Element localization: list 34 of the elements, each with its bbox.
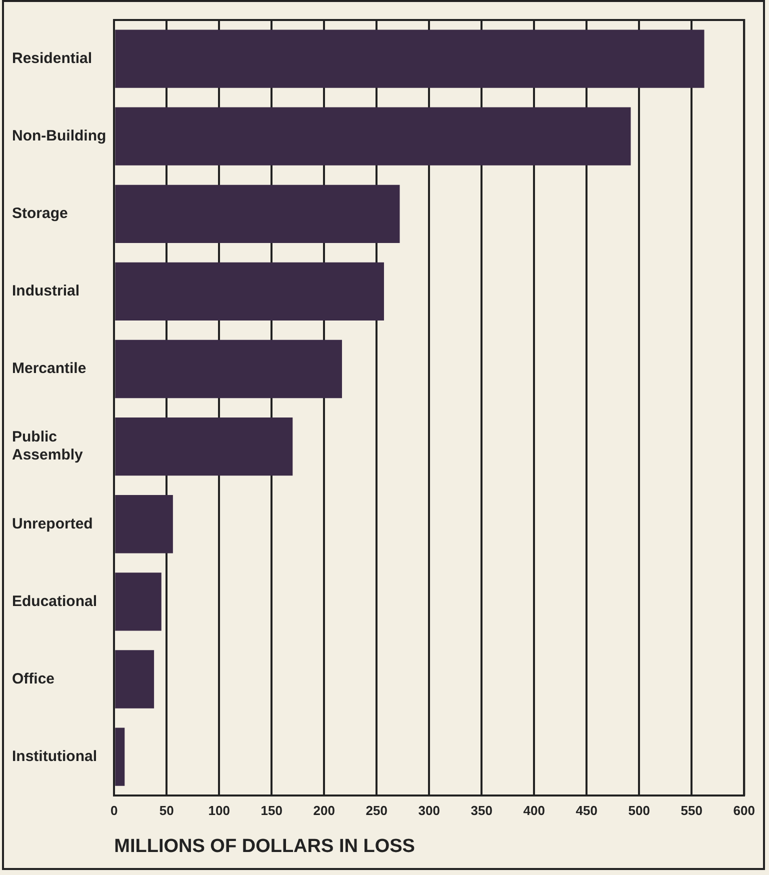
x-tick-label: 600 bbox=[733, 802, 756, 818]
bar bbox=[115, 728, 125, 786]
bar bbox=[115, 340, 342, 398]
y-tick-label: Unreported bbox=[12, 515, 93, 532]
x-tick-label: 350 bbox=[470, 802, 492, 818]
y-tick-label: Non-Building bbox=[12, 127, 106, 144]
bar bbox=[115, 30, 704, 88]
x-tick-label: 150 bbox=[260, 802, 282, 818]
bar bbox=[115, 184, 400, 243]
x-tick-label: 200 bbox=[313, 802, 335, 818]
x-tick-label: 250 bbox=[366, 802, 388, 818]
x-tick-label: 0 bbox=[110, 802, 118, 818]
x-tick-label: 50 bbox=[159, 802, 174, 818]
bar bbox=[115, 650, 154, 708]
y-tick-label: Storage bbox=[12, 205, 68, 222]
bar bbox=[115, 417, 293, 476]
x-tick-label: 450 bbox=[576, 802, 598, 818]
y-tick-label: Mercantile bbox=[12, 360, 86, 378]
x-tick-label: 400 bbox=[523, 802, 545, 818]
y-tick-label: Residential bbox=[12, 50, 92, 67]
x-tick-label: 100 bbox=[208, 802, 230, 818]
y-tick-label: Educational bbox=[12, 592, 98, 610]
bar bbox=[115, 495, 173, 554]
x-tick-label: 300 bbox=[418, 802, 440, 818]
y-tick-label: Office bbox=[12, 670, 55, 688]
x-tick-label: 550 bbox=[680, 802, 703, 818]
bar bbox=[115, 107, 631, 166]
bar bbox=[115, 572, 162, 631]
y-tick-label: Public Assembly bbox=[12, 428, 84, 464]
y-tick-label: Institutional bbox=[12, 748, 97, 765]
x-tick-label: 500 bbox=[628, 802, 650, 818]
bar bbox=[115, 262, 384, 321]
y-tick-label: Industrial bbox=[12, 282, 80, 300]
x-axis-title: MILLIONS OF DOLLARS IN LOSS bbox=[114, 836, 415, 857]
